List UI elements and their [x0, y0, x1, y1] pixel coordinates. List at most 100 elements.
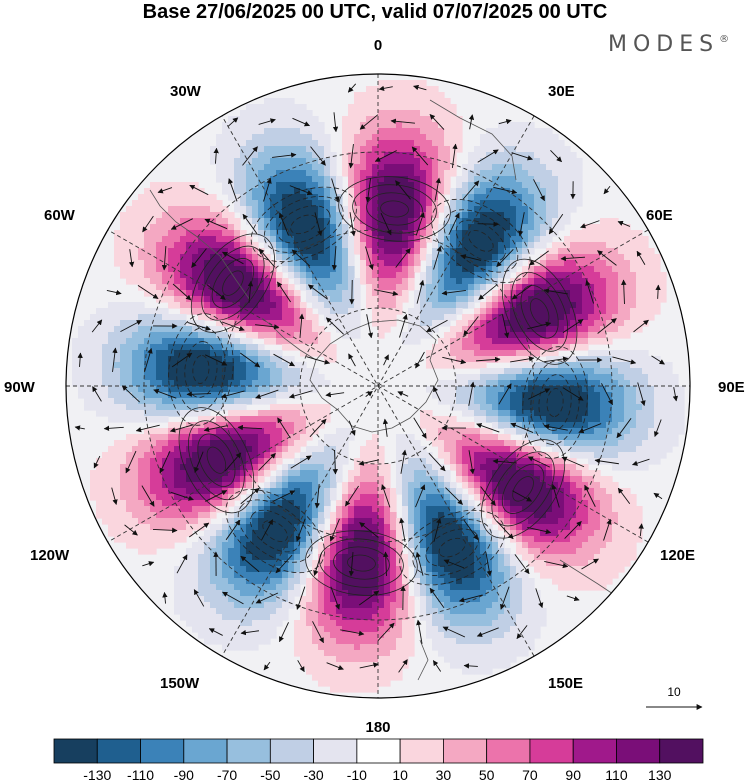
anomaly-cell	[612, 404, 619, 411]
anomaly-cell	[462, 500, 469, 507]
anomaly-cell	[234, 350, 241, 357]
anomaly-cell	[330, 278, 337, 285]
anomaly-cell	[300, 338, 307, 345]
brand-name: MODES	[608, 32, 720, 57]
anomaly-cell	[570, 374, 577, 381]
anomaly-cell	[432, 224, 439, 231]
anomaly-cell	[216, 368, 223, 375]
anomaly-cell	[180, 476, 187, 483]
anomaly-cell	[462, 218, 469, 225]
anomaly-cell	[450, 242, 457, 249]
anomaly-cell	[138, 224, 145, 231]
anomaly-cell	[534, 440, 541, 447]
anomaly-cell	[372, 92, 379, 99]
anomaly-cell	[390, 206, 397, 213]
anomaly-cell	[414, 242, 421, 249]
anomaly-cell	[486, 236, 493, 243]
anomaly-cell	[486, 374, 493, 381]
anomaly-cell	[558, 140, 565, 147]
anomaly-cell	[420, 146, 427, 153]
anomaly-cell	[606, 368, 613, 375]
anomaly-cell	[600, 452, 607, 459]
anomaly-cell	[360, 266, 367, 273]
anomaly-cell	[414, 470, 421, 477]
anomaly-cell	[162, 206, 169, 213]
anomaly-cell	[582, 380, 589, 387]
anomaly-cell	[474, 470, 481, 477]
anomaly-cell	[306, 488, 313, 495]
anomaly-cell	[114, 308, 121, 315]
anomaly-cell	[336, 446, 343, 453]
anomaly-cell	[450, 164, 457, 171]
anomaly-cell	[132, 452, 139, 459]
anomaly-cell	[624, 458, 631, 465]
anomaly-cell	[324, 248, 331, 255]
anomaly-cell	[570, 488, 577, 495]
anomaly-cell	[600, 380, 607, 387]
anomaly-cell	[210, 200, 217, 207]
anomaly-cell	[126, 272, 133, 279]
anomaly-cell	[504, 416, 511, 423]
anomaly-cell	[126, 338, 133, 345]
anomaly-cell	[396, 206, 403, 213]
anomaly-cell	[234, 176, 241, 183]
anomaly-cell	[198, 362, 205, 369]
anomaly-cell	[318, 212, 325, 219]
anomaly-cell	[168, 194, 175, 201]
anomaly-cell	[504, 212, 511, 219]
anomaly-cell	[474, 242, 481, 249]
anomaly-cell	[102, 362, 109, 369]
anomaly-cell	[618, 236, 625, 243]
anomaly-cell	[330, 296, 337, 303]
anomaly-cell	[354, 110, 361, 117]
anomaly-cell	[540, 140, 547, 147]
anomaly-cell	[552, 218, 559, 225]
anomaly-cell	[474, 374, 481, 381]
anomaly-cell	[264, 194, 271, 201]
anomaly-cell	[330, 230, 337, 237]
anomaly-cell	[480, 224, 487, 231]
anomaly-cell	[606, 332, 613, 339]
anomaly-cell	[108, 308, 115, 315]
anomaly-cell	[588, 422, 595, 429]
anomaly-cell	[480, 398, 487, 405]
anomaly-cell	[420, 488, 427, 495]
anomaly-cell	[564, 338, 571, 345]
anomaly-cell	[588, 398, 595, 405]
anomaly-cell	[144, 230, 151, 237]
anomaly-cell	[474, 362, 481, 369]
anomaly-cell	[456, 434, 463, 441]
anomaly-cell	[300, 350, 307, 357]
anomaly-cell	[486, 500, 493, 507]
anomaly-cell	[360, 176, 367, 183]
anomaly-cell	[510, 332, 517, 339]
anomaly-cell	[240, 284, 247, 291]
anomaly-cell	[426, 500, 433, 507]
anomaly-cell	[366, 152, 373, 159]
anomaly-cell	[216, 236, 223, 243]
anomaly-cell	[264, 320, 271, 327]
anomaly-cell	[282, 236, 289, 243]
anomaly-cell	[198, 302, 205, 309]
anomaly-cell	[138, 278, 145, 285]
anomaly-cell	[198, 194, 205, 201]
anomaly-cell	[570, 434, 577, 441]
anomaly-cell	[246, 140, 253, 147]
anomaly-cell	[264, 188, 271, 195]
anomaly-cell	[360, 482, 367, 489]
anomaly-cell	[228, 314, 235, 321]
anomaly-cell	[360, 218, 367, 225]
anomaly-cell	[138, 326, 145, 333]
anomaly-cell	[180, 218, 187, 225]
anomaly-cell	[474, 482, 481, 489]
anomaly-cell	[354, 248, 361, 255]
anomaly-cell	[390, 152, 397, 159]
anomaly-cell	[468, 200, 475, 207]
anomaly-cell	[468, 482, 475, 489]
anomaly-cell	[120, 476, 127, 483]
anomaly-cell	[534, 410, 541, 417]
anomaly-cell	[240, 356, 247, 363]
anomaly-cell	[204, 194, 211, 201]
anomaly-cell	[450, 446, 457, 453]
anomaly-cell	[282, 122, 289, 129]
